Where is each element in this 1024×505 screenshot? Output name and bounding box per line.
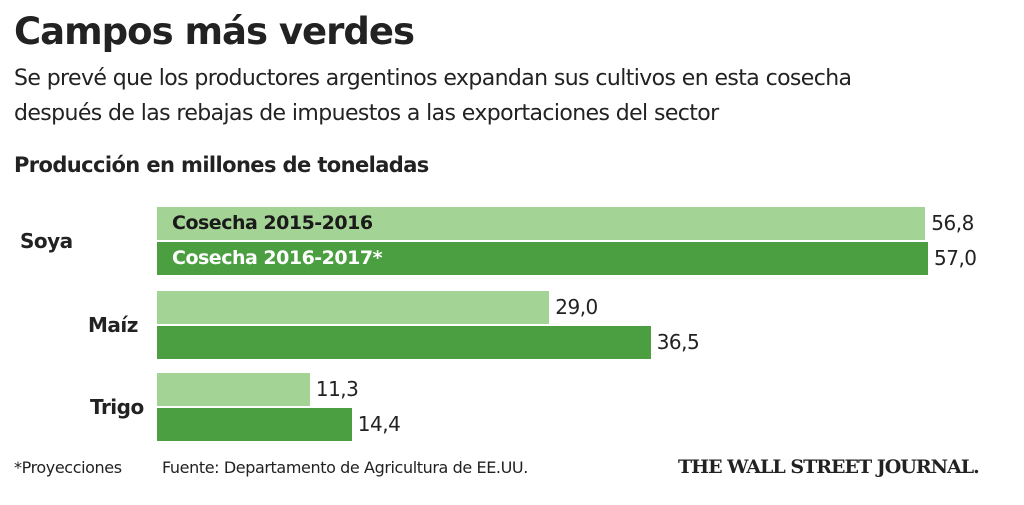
bar [157,207,926,240]
bar [157,408,352,441]
category-label: Soya [20,229,73,253]
category-label: Maíz [88,313,138,337]
data-label: 29,0 [555,295,598,319]
data-label: 57,0 [934,246,977,270]
source: Fuente: Departamento de Agricultura de E… [162,458,528,477]
data-label: 11,3 [315,377,359,401]
subtitle-line-1: Se prevé que los productores argentinos … [14,66,852,91]
bar [157,373,310,406]
publisher-logo: THE WALL STREET JOURNAL. [678,456,980,478]
data-label: 14,4 [357,412,401,436]
data-label: 56,8 [931,211,974,235]
footnote: *Proyecciones [14,458,122,477]
unit-label: Producción en millones de toneladas [14,153,429,177]
legend-entry: Cosecha 2016-2017* [172,247,383,269]
chart-title: Campos más verdes [14,10,415,53]
bar [157,326,651,359]
legend-entry: Cosecha 2015-2016 [172,212,373,234]
data-label: 36,5 [656,330,700,354]
bar [157,242,928,275]
category-label: Trigo [90,395,144,419]
bar [157,291,550,324]
subtitle-line-2: después de las rebajas de impuestos a la… [14,101,719,126]
